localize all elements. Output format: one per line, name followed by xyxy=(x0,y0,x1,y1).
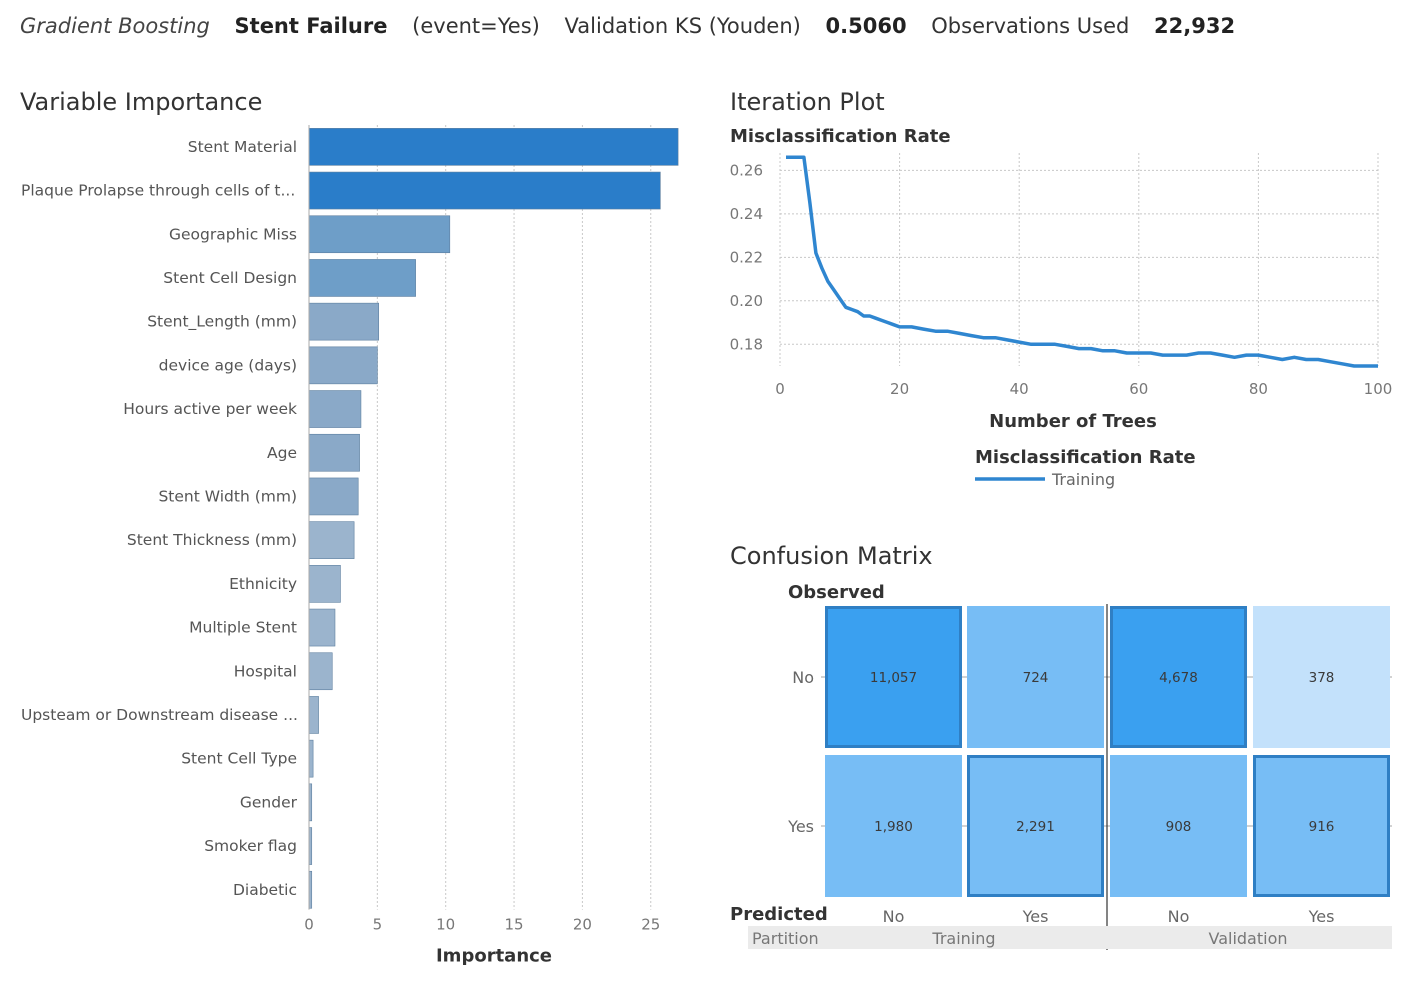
iter-legend-entry: Training xyxy=(1051,470,1115,489)
vi-bar xyxy=(308,477,359,516)
iter-y-tick-label: 0.18 xyxy=(730,335,763,353)
vi-bar xyxy=(308,128,679,166)
iter-y-tick-label: 0.26 xyxy=(730,161,763,179)
iteration-plot-title: Iteration Plot xyxy=(730,88,885,116)
vi-x-tick-label: 0 xyxy=(304,916,314,934)
cm-partition-name: Validation xyxy=(1208,929,1287,948)
vi-x-tick-label: 5 xyxy=(373,916,383,934)
iter-y-tick-label: 0.20 xyxy=(730,292,763,310)
cm-cell xyxy=(1110,755,1247,897)
vi-category-label: Stent Cell Type xyxy=(181,750,297,768)
iter-legend-title: Misclassification Rate xyxy=(975,447,1196,468)
cm-col-label: Yes xyxy=(1022,907,1049,926)
vi-category-label: Gender xyxy=(240,793,298,811)
iter-x-tick-label: 0 xyxy=(775,380,785,398)
cm-cell-value: 916 xyxy=(1309,819,1335,835)
stat-value: 0.5060 xyxy=(825,14,907,38)
iter-y-tick-label: 0.22 xyxy=(730,248,763,266)
iter-x-tick-label: 20 xyxy=(890,380,909,398)
vi-category-label: Age xyxy=(267,444,297,462)
obs-label: Observations Used xyxy=(931,14,1130,38)
vi-x-tick-label: 25 xyxy=(641,916,660,934)
vi-category-label: Ethnicity xyxy=(229,575,297,593)
vi-x-axis-title: Importance xyxy=(436,946,552,967)
cm-cell xyxy=(967,606,1104,748)
cm-cell xyxy=(1253,755,1390,897)
iter-series-line xyxy=(786,155,1378,368)
vi-x-tick-label: 15 xyxy=(505,916,524,934)
vi-category-label: Diabetic xyxy=(233,881,297,899)
iter-x-tick-label: 80 xyxy=(1249,380,1268,398)
vi-category-label: Upsteam or Downstream disease ... xyxy=(21,706,298,724)
vi-category-label: Stent Width (mm) xyxy=(158,487,297,505)
target-name: Stent Failure xyxy=(234,14,388,38)
cm-partition-name: Training xyxy=(931,929,995,948)
iter-x-axis-title: Number of Trees xyxy=(989,411,1157,432)
vi-bar xyxy=(308,302,380,341)
model-summary-header: Gradient Boosting Stent Failure (event=Y… xyxy=(20,14,1253,38)
vi-category-label: device age (days) xyxy=(159,356,297,374)
iteration-plot-chart: Misclassification Rate 0.18 0.20 0.22 0.24 0.… xyxy=(730,126,1393,489)
cm-col-label: No xyxy=(1168,907,1190,926)
vi-bar xyxy=(308,608,336,647)
vi-bar xyxy=(308,521,355,559)
iteration-plot-subtitle: Misclassification Rate xyxy=(730,126,951,147)
vi-category-label: Stent Cell Design xyxy=(163,269,297,287)
vi-category-label: Stent_Length (mm) xyxy=(147,313,297,332)
cm-partition-label: Partition xyxy=(752,929,819,948)
vi-category-label: Smoker flag xyxy=(204,837,297,855)
confusion-matrix-title: Confusion Matrix xyxy=(730,542,933,570)
vi-bar xyxy=(308,259,416,297)
vi-category-label: Multiple Stent xyxy=(189,619,297,637)
vi-x-tick-label: 20 xyxy=(573,916,592,934)
variable-importance-chart: 0 5 10 15 20 25 Stent Material Plaque Prolapse … xyxy=(21,125,679,967)
cm-cell-value: 1,980 xyxy=(874,819,913,835)
confusion-matrix-chart: Observed No Yes 11,057 724 4,678 378 1,980 2,291… xyxy=(730,582,1392,950)
vi-category-label: Hospital xyxy=(234,662,297,680)
iter-x-tick-label: 40 xyxy=(1010,380,1029,398)
vi-bar xyxy=(308,433,360,472)
vi-bar xyxy=(308,390,362,428)
cm-cell xyxy=(1110,606,1247,748)
vi-bar xyxy=(308,652,333,691)
vi-category-label: Stent Thickness (mm) xyxy=(127,531,297,549)
cm-predicted-axis-title: Predicted xyxy=(730,904,828,925)
cm-cell-value: 724 xyxy=(1023,670,1049,686)
vi-category-label: Plaque Prolapse through cells of t... xyxy=(21,182,295,200)
cm-col-label: Yes xyxy=(1308,907,1335,926)
cm-col-label: No xyxy=(883,907,905,926)
vi-category-label: Stent Material xyxy=(188,138,297,156)
iter-y-tick-label: 0.24 xyxy=(730,205,763,223)
cm-cell-value: 908 xyxy=(1166,819,1192,835)
obs-value: 22,932 xyxy=(1154,14,1236,38)
vi-bar xyxy=(308,565,341,603)
vi-bar xyxy=(308,346,378,385)
variable-importance-title: Variable Importance xyxy=(20,88,263,116)
cm-partition-band xyxy=(748,926,1392,949)
vi-bar xyxy=(308,739,314,778)
iter-x-tick-label: 100 xyxy=(1364,380,1393,398)
vi-category-label: Geographic Miss xyxy=(169,225,297,243)
model-name: Gradient Boosting xyxy=(20,14,210,38)
event-label: (event=Yes) xyxy=(412,14,540,38)
cm-cell xyxy=(825,606,962,748)
cm-observed-axis-title: Observed xyxy=(788,582,885,603)
stat-label: Validation KS (Youden) xyxy=(564,14,801,38)
cm-cell xyxy=(967,755,1104,897)
vi-bar xyxy=(308,696,319,734)
cm-cell-value: 11,057 xyxy=(870,670,917,686)
cm-row-label: No xyxy=(792,668,814,687)
vi-bar xyxy=(308,215,451,254)
vi-bar xyxy=(308,171,661,210)
cm-cell-value: 378 xyxy=(1309,670,1335,686)
cm-cell xyxy=(1253,606,1390,748)
cm-row-label: Yes xyxy=(787,817,814,836)
cm-cell-value: 2,291 xyxy=(1016,819,1055,835)
cm-cell xyxy=(825,755,962,897)
vi-category-label: Hours active per week xyxy=(123,400,297,418)
iter-x-tick-label: 60 xyxy=(1129,380,1148,398)
cm-cell-value: 4,678 xyxy=(1159,670,1198,686)
vi-x-tick-label: 10 xyxy=(436,916,455,934)
